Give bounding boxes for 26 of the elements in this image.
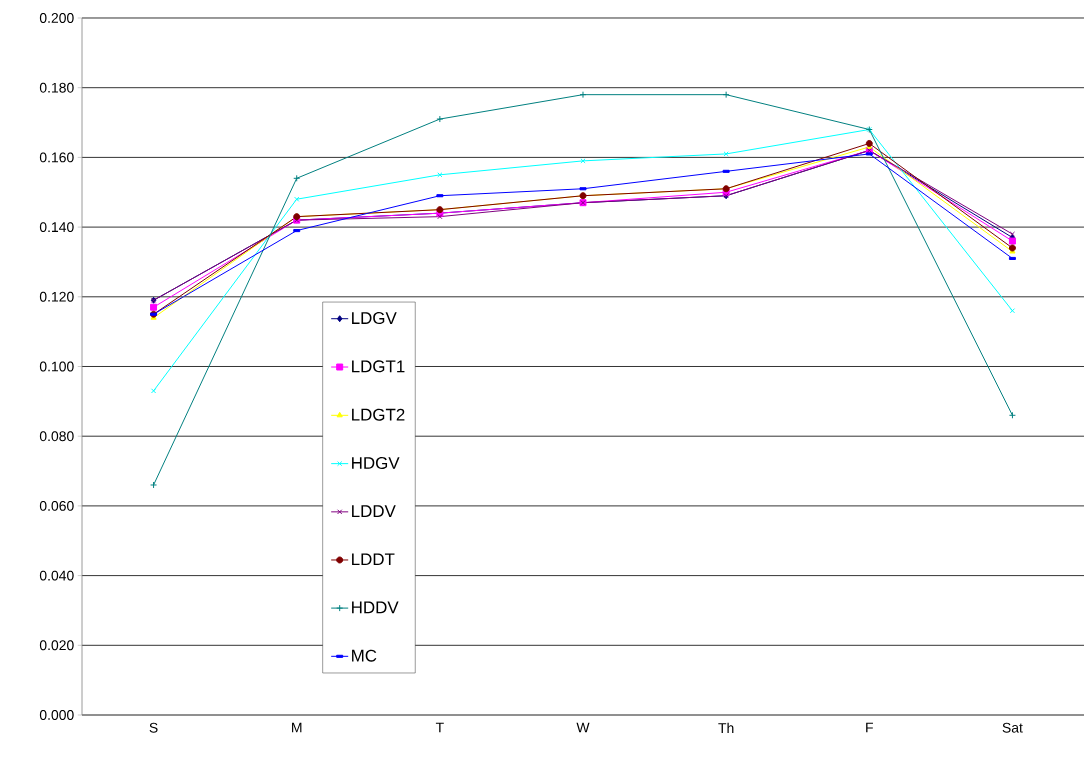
y-tick-label: 0.200 [39,13,74,23]
x-tick-label: W [576,722,590,733]
legend-label: HDDV [352,601,399,614]
y-tick-label: 0.140 [39,222,74,233]
y-tick-label: 0.000 [39,710,74,720]
y-tick-label: 0.040 [39,570,74,581]
y-tick-label: 0.060 [39,500,74,511]
y-tick-label: 0.180 [39,82,74,93]
legend-label: LDGT2 [352,408,405,421]
y-tick-label: 0.160 [39,152,74,163]
x-tick-label: M [292,722,302,733]
legend-label: LDGV [352,312,397,325]
x-tick-label: S [149,722,158,733]
legend-label: LDGT1 [352,360,405,373]
legend-label: MC [352,649,377,662]
x-tick-label: Th [718,722,734,733]
y-tick-label: 0.020 [39,640,74,651]
legend-label: LDDT [352,553,395,566]
legend-label: HDGV [352,456,400,469]
x-tick-label: T [435,722,444,733]
x-tick-label: Sat [1002,722,1023,733]
y-tick-label: 0.080 [39,431,74,442]
x-tick-label: F [866,722,873,733]
y-tick-label: 0.100 [39,361,74,372]
legend-label: LDDV [352,505,396,517]
y-tick-label: 0.120 [39,291,74,302]
